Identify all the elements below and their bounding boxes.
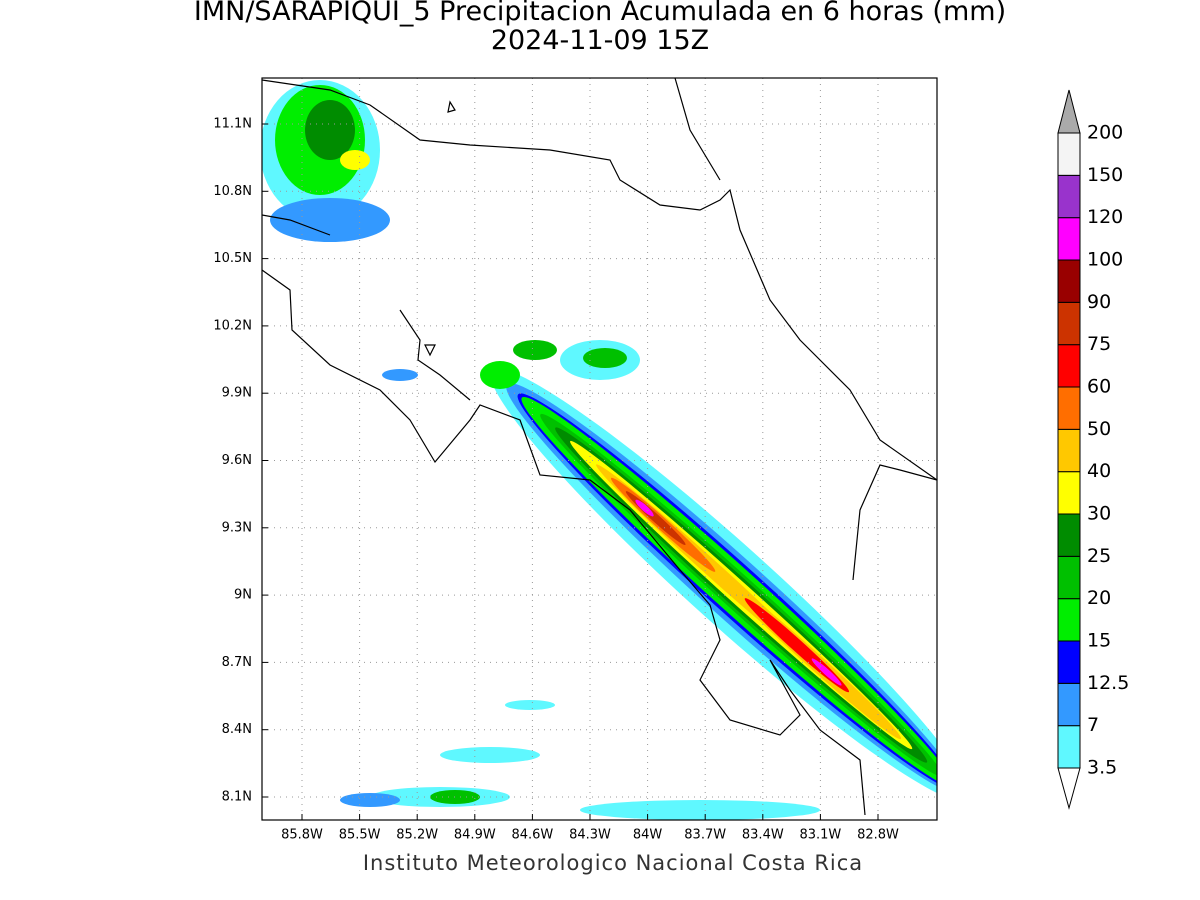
lon-label: 83.7W bbox=[684, 828, 726, 843]
under-triangle bbox=[1057, 767, 1081, 810]
lat-label: 9.6N bbox=[222, 453, 252, 468]
lat-label: 8.1N bbox=[222, 790, 252, 805]
color-box bbox=[1057, 598, 1081, 642]
graticule: 11.1N 10.8N 10.5N 10.2N 9.9N 9.6N 9.3N 9N 8.7N 8.… bbox=[213, 78, 937, 843]
color-box bbox=[1057, 513, 1081, 557]
lon-label: 84.9W bbox=[454, 828, 496, 843]
colorbar-label: 90 bbox=[1087, 291, 1111, 313]
colorbar-label: 30 bbox=[1087, 503, 1111, 525]
lon-label: 84W bbox=[633, 828, 663, 843]
lat-label: 9.3N bbox=[222, 520, 252, 535]
colorbar-label: 50 bbox=[1087, 418, 1111, 440]
over-triangle bbox=[1057, 89, 1081, 134]
color-box bbox=[1057, 640, 1081, 684]
color-box bbox=[1057, 471, 1081, 515]
color-box bbox=[1057, 555, 1081, 600]
colorbar-label: 150 bbox=[1087, 164, 1123, 186]
lon-label: 83.1W bbox=[799, 828, 841, 843]
color-box bbox=[1057, 132, 1081, 176]
colorbar-label: 20 bbox=[1087, 587, 1111, 609]
color-box bbox=[1057, 344, 1081, 388]
colorbar-label: 40 bbox=[1087, 460, 1111, 482]
lat-label: 10.8N bbox=[213, 184, 252, 199]
color-box bbox=[1057, 174, 1081, 219]
lat-label: 11.1N bbox=[213, 117, 252, 132]
colorbar-label: 120 bbox=[1087, 206, 1123, 228]
lon-label: 82.8W bbox=[857, 828, 899, 843]
lon-label: 83.4W bbox=[742, 828, 784, 843]
color-box bbox=[1057, 725, 1081, 769]
lat-label: 9N bbox=[234, 588, 252, 603]
lat-label: 8.7N bbox=[222, 655, 252, 670]
coastlines bbox=[262, 78, 937, 816]
footer: Instituto Meteorologico Nacional Costa R… bbox=[363, 851, 863, 875]
color-box bbox=[1057, 428, 1081, 473]
colorbar-label: 200 bbox=[1087, 122, 1123, 144]
colorbar-label: 7 bbox=[1087, 714, 1099, 736]
colorbar-label: 100 bbox=[1087, 249, 1123, 271]
precip-field bbox=[262, 80, 937, 820]
color-box bbox=[1057, 259, 1081, 303]
lon-label: 84.3W bbox=[569, 828, 611, 843]
color-box bbox=[1057, 682, 1081, 727]
lat-label: 10.5N bbox=[213, 251, 252, 266]
subtitle: 2024-11-09 15Z bbox=[491, 25, 709, 56]
lon-label: 85.5W bbox=[339, 828, 381, 843]
title: IMN/SARAPIQUI_5 Precipitacion Acumulada … bbox=[194, 0, 1006, 27]
color-box bbox=[1057, 301, 1081, 346]
colorbar-label: 12.5 bbox=[1087, 672, 1129, 694]
colorbar-label: 25 bbox=[1087, 545, 1111, 567]
colorbar-label: 3.5 bbox=[1087, 757, 1117, 779]
lon-label: 85.8W bbox=[281, 828, 323, 843]
colorbar-label: 60 bbox=[1087, 376, 1111, 398]
lon-label: 84.6W bbox=[511, 828, 553, 843]
color-box bbox=[1057, 217, 1081, 261]
colorbar-label: 75 bbox=[1087, 333, 1111, 355]
lat-label: 8.4N bbox=[222, 722, 252, 737]
colorbar: 3.5 7 12.5 15 20 25 30 40 50 60 75 90 100 120 150 200 bbox=[1057, 89, 1129, 810]
color-box bbox=[1057, 386, 1081, 430]
map-frame bbox=[261, 77, 938, 821]
lon-label: 85.2W bbox=[396, 828, 438, 843]
colorbar-label: 15 bbox=[1087, 630, 1111, 652]
lat-label: 10.2N bbox=[213, 318, 252, 333]
lat-label: 9.9N bbox=[222, 386, 252, 401]
